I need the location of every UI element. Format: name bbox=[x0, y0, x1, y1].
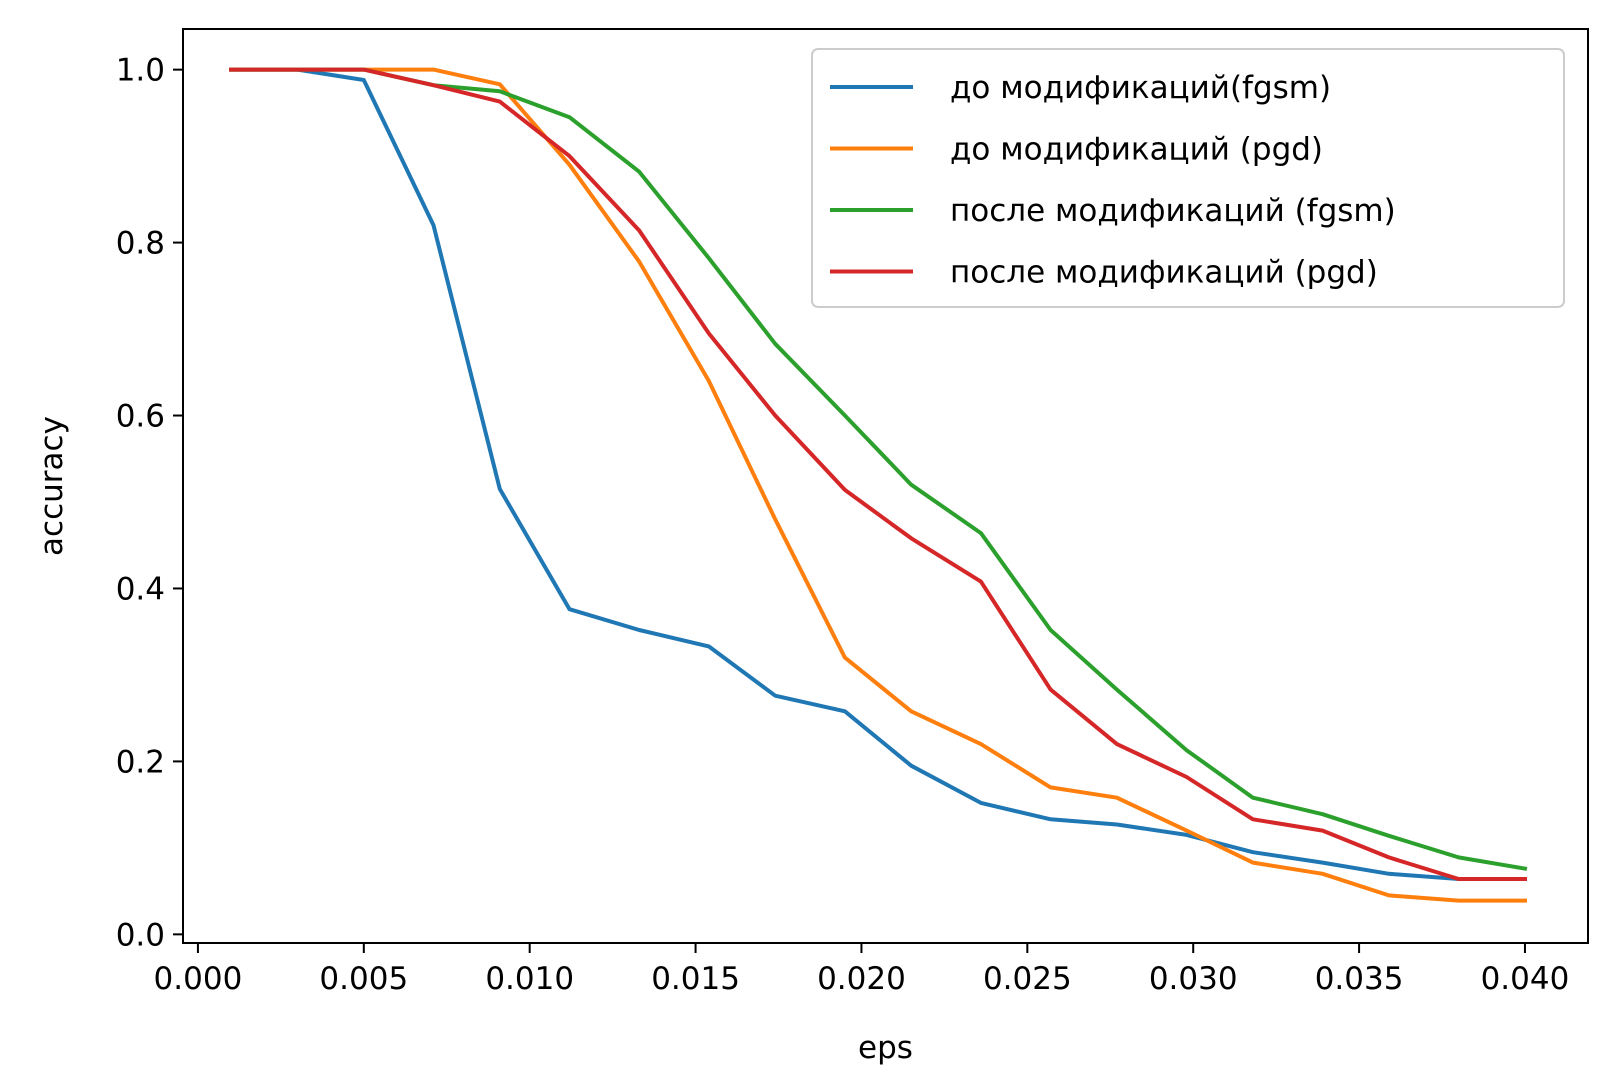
series-line-1 bbox=[229, 67, 1527, 881]
legend-label-2: до модификаций (pgd) bbox=[950, 132, 1323, 168]
x-tick-label: 0.020 bbox=[817, 961, 906, 997]
series-line-4 bbox=[229, 67, 1527, 881]
y-tick-label: 0.8 bbox=[116, 226, 165, 262]
legend: до модификаций(fgsm) до модификаций (pgd)… bbox=[811, 48, 1565, 308]
x-tick-label: 0.025 bbox=[983, 961, 1072, 997]
y-tick-label: 0.0 bbox=[116, 917, 165, 953]
y-tick-label: 1.0 bbox=[116, 53, 165, 89]
axes-frame bbox=[182, 28, 1589, 944]
axes: 0.000 0.005 0.010 0.015 0.020 0.025 0.030 0.035… bbox=[34, 28, 1589, 1066]
legend-label-3: после модификаций (fgsm) bbox=[950, 193, 1396, 229]
x-axis-label: eps bbox=[858, 1030, 913, 1066]
x-tick-label: 0.000 bbox=[154, 961, 243, 997]
legend-label-4: после модификаций (pgd) bbox=[950, 255, 1378, 291]
y-tick-label: 0.2 bbox=[116, 744, 165, 780]
x-tick-label: 0.005 bbox=[319, 961, 408, 997]
y-tick-label: 0.4 bbox=[116, 571, 165, 607]
x-tick-label: 0.030 bbox=[1149, 961, 1238, 997]
legend-box bbox=[811, 48, 1565, 308]
x-tick-label: 0.015 bbox=[651, 961, 740, 997]
x-tick-label: 0.010 bbox=[485, 961, 574, 997]
x-tick-label: 0.035 bbox=[1315, 961, 1404, 997]
legend-label-1: до модификаций(fgsm) bbox=[950, 70, 1331, 106]
y-tick-label: 0.6 bbox=[116, 399, 165, 435]
x-tick-label: 0.040 bbox=[1481, 961, 1570, 997]
y-axis-label: accuracy bbox=[34, 416, 70, 556]
series-line-2 bbox=[229, 67, 1527, 903]
plot-area bbox=[229, 67, 1528, 903]
